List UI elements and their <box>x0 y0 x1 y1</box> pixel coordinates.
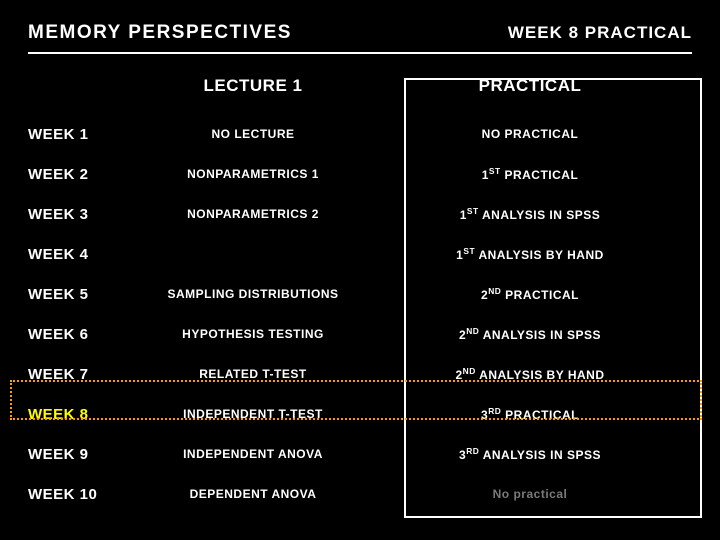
lecture-cell: NO LECTURE <box>138 127 368 141</box>
practical-cell: 3RD PRACTICAL <box>368 406 692 422</box>
ordinal-number: 1 <box>460 208 467 222</box>
week-label: WEEK 8 <box>28 406 138 423</box>
ordinal-suffix: RD <box>488 406 501 416</box>
practical-text: PRACTICAL <box>501 288 579 302</box>
practical-text: PRACTICAL <box>501 408 579 422</box>
week-label: WEEK 5 <box>28 286 138 303</box>
page-title-left: MEMORY PERSPECTIVES <box>28 22 292 44</box>
table-row: WEEK 9INDEPENDENT ANOVA3RD ANALYSIS IN S… <box>28 434 692 474</box>
practical-cell: 3RD ANALYSIS IN SPSS <box>368 446 692 462</box>
week-label: WEEK 9 <box>28 446 138 463</box>
ordinal-suffix: ST <box>489 166 501 176</box>
header-bar: MEMORY PERSPECTIVES WEEK 8 PRACTICAL <box>28 22 692 54</box>
table-row: WEEK 4 1ST ANALYSIS BY HAND <box>28 234 692 274</box>
ordinal-number: 1 <box>482 168 489 182</box>
table-row: WEEK 10DEPENDENT ANOVANo practical <box>28 474 692 514</box>
table-row: WEEK 3NONPARAMETRICS 21ST ANALYSIS IN SP… <box>28 194 692 234</box>
practical-text: ANALYSIS IN SPSS <box>479 328 601 342</box>
table-row: WEEK 1NO LECTURENO PRACTICAL <box>28 114 692 154</box>
col-spacer <box>28 76 138 96</box>
lecture-cell: RELATED T-TEST <box>138 367 368 381</box>
ordinal-suffix: ND <box>488 286 501 296</box>
lecture-cell: INDEPENDENT ANOVA <box>138 447 368 461</box>
table-row: WEEK 8INDEPENDENT T-TEST3RD PRACTICAL <box>28 394 692 434</box>
lecture-cell: NONPARAMETRICS 2 <box>138 207 368 221</box>
ordinal-suffix: ND <box>466 326 479 336</box>
ordinal-suffix: RD <box>466 446 479 456</box>
ordinal-suffix: ST <box>463 246 475 256</box>
table-row: WEEK 2NONPARAMETRICS 11ST PRACTICAL <box>28 154 692 194</box>
ordinal-suffix: ND <box>463 366 476 376</box>
page-title-right: WEEK 8 PRACTICAL <box>508 23 692 43</box>
lecture-cell: INDEPENDENT T-TEST <box>138 407 368 421</box>
practical-text: ANALYSIS BY HAND <box>475 248 604 262</box>
practical-text: ANALYSIS IN SPSS <box>479 448 601 462</box>
week-label: WEEK 10 <box>28 486 138 503</box>
lecture-cell: DEPENDENT ANOVA <box>138 487 368 501</box>
practical-cell: No practical <box>368 487 692 501</box>
week-label: WEEK 2 <box>28 166 138 183</box>
practical-cell: 1ST ANALYSIS BY HAND <box>368 246 692 262</box>
table-row: WEEK 6HYPOTHESIS TESTING2ND ANALYSIS IN … <box>28 314 692 354</box>
week-label: WEEK 3 <box>28 206 138 223</box>
ordinal-suffix: ST <box>467 206 479 216</box>
col-lecture-header: LECTURE 1 <box>138 76 368 96</box>
week-label: WEEK 1 <box>28 126 138 143</box>
practical-cell: 1ST ANALYSIS IN SPSS <box>368 206 692 222</box>
practical-cell: 2ND PRACTICAL <box>368 286 692 302</box>
week-label: WEEK 7 <box>28 366 138 383</box>
ordinal-number: 2 <box>455 368 462 382</box>
lecture-cell: SAMPLING DISTRIBUTIONS <box>138 287 368 301</box>
table-row: WEEK 7RELATED T-TEST2ND ANALYSIS BY HAND <box>28 354 692 394</box>
practical-text: PRACTICAL <box>501 168 579 182</box>
practical-cell: 2ND ANALYSIS BY HAND <box>368 366 692 382</box>
week-label: WEEK 4 <box>28 246 138 263</box>
lecture-cell: NONPARAMETRICS 1 <box>138 167 368 181</box>
practical-cell: NO PRACTICAL <box>368 127 692 141</box>
practical-text: ANALYSIS BY HAND <box>476 368 605 382</box>
practical-cell: 1ST PRACTICAL <box>368 166 692 182</box>
col-practical-header: PRACTICAL <box>368 76 692 96</box>
lecture-cell: HYPOTHESIS TESTING <box>138 327 368 341</box>
schedule-table: WEEK 1NO LECTURENO PRACTICALWEEK 2NONPAR… <box>28 114 692 514</box>
practical-text: ANALYSIS IN SPSS <box>479 208 601 222</box>
column-headers: LECTURE 1 PRACTICAL <box>28 76 692 96</box>
table-row: WEEK 5SAMPLING DISTRIBUTIONS2ND PRACTICA… <box>28 274 692 314</box>
week-label: WEEK 6 <box>28 326 138 343</box>
practical-cell: 2ND ANALYSIS IN SPSS <box>368 326 692 342</box>
